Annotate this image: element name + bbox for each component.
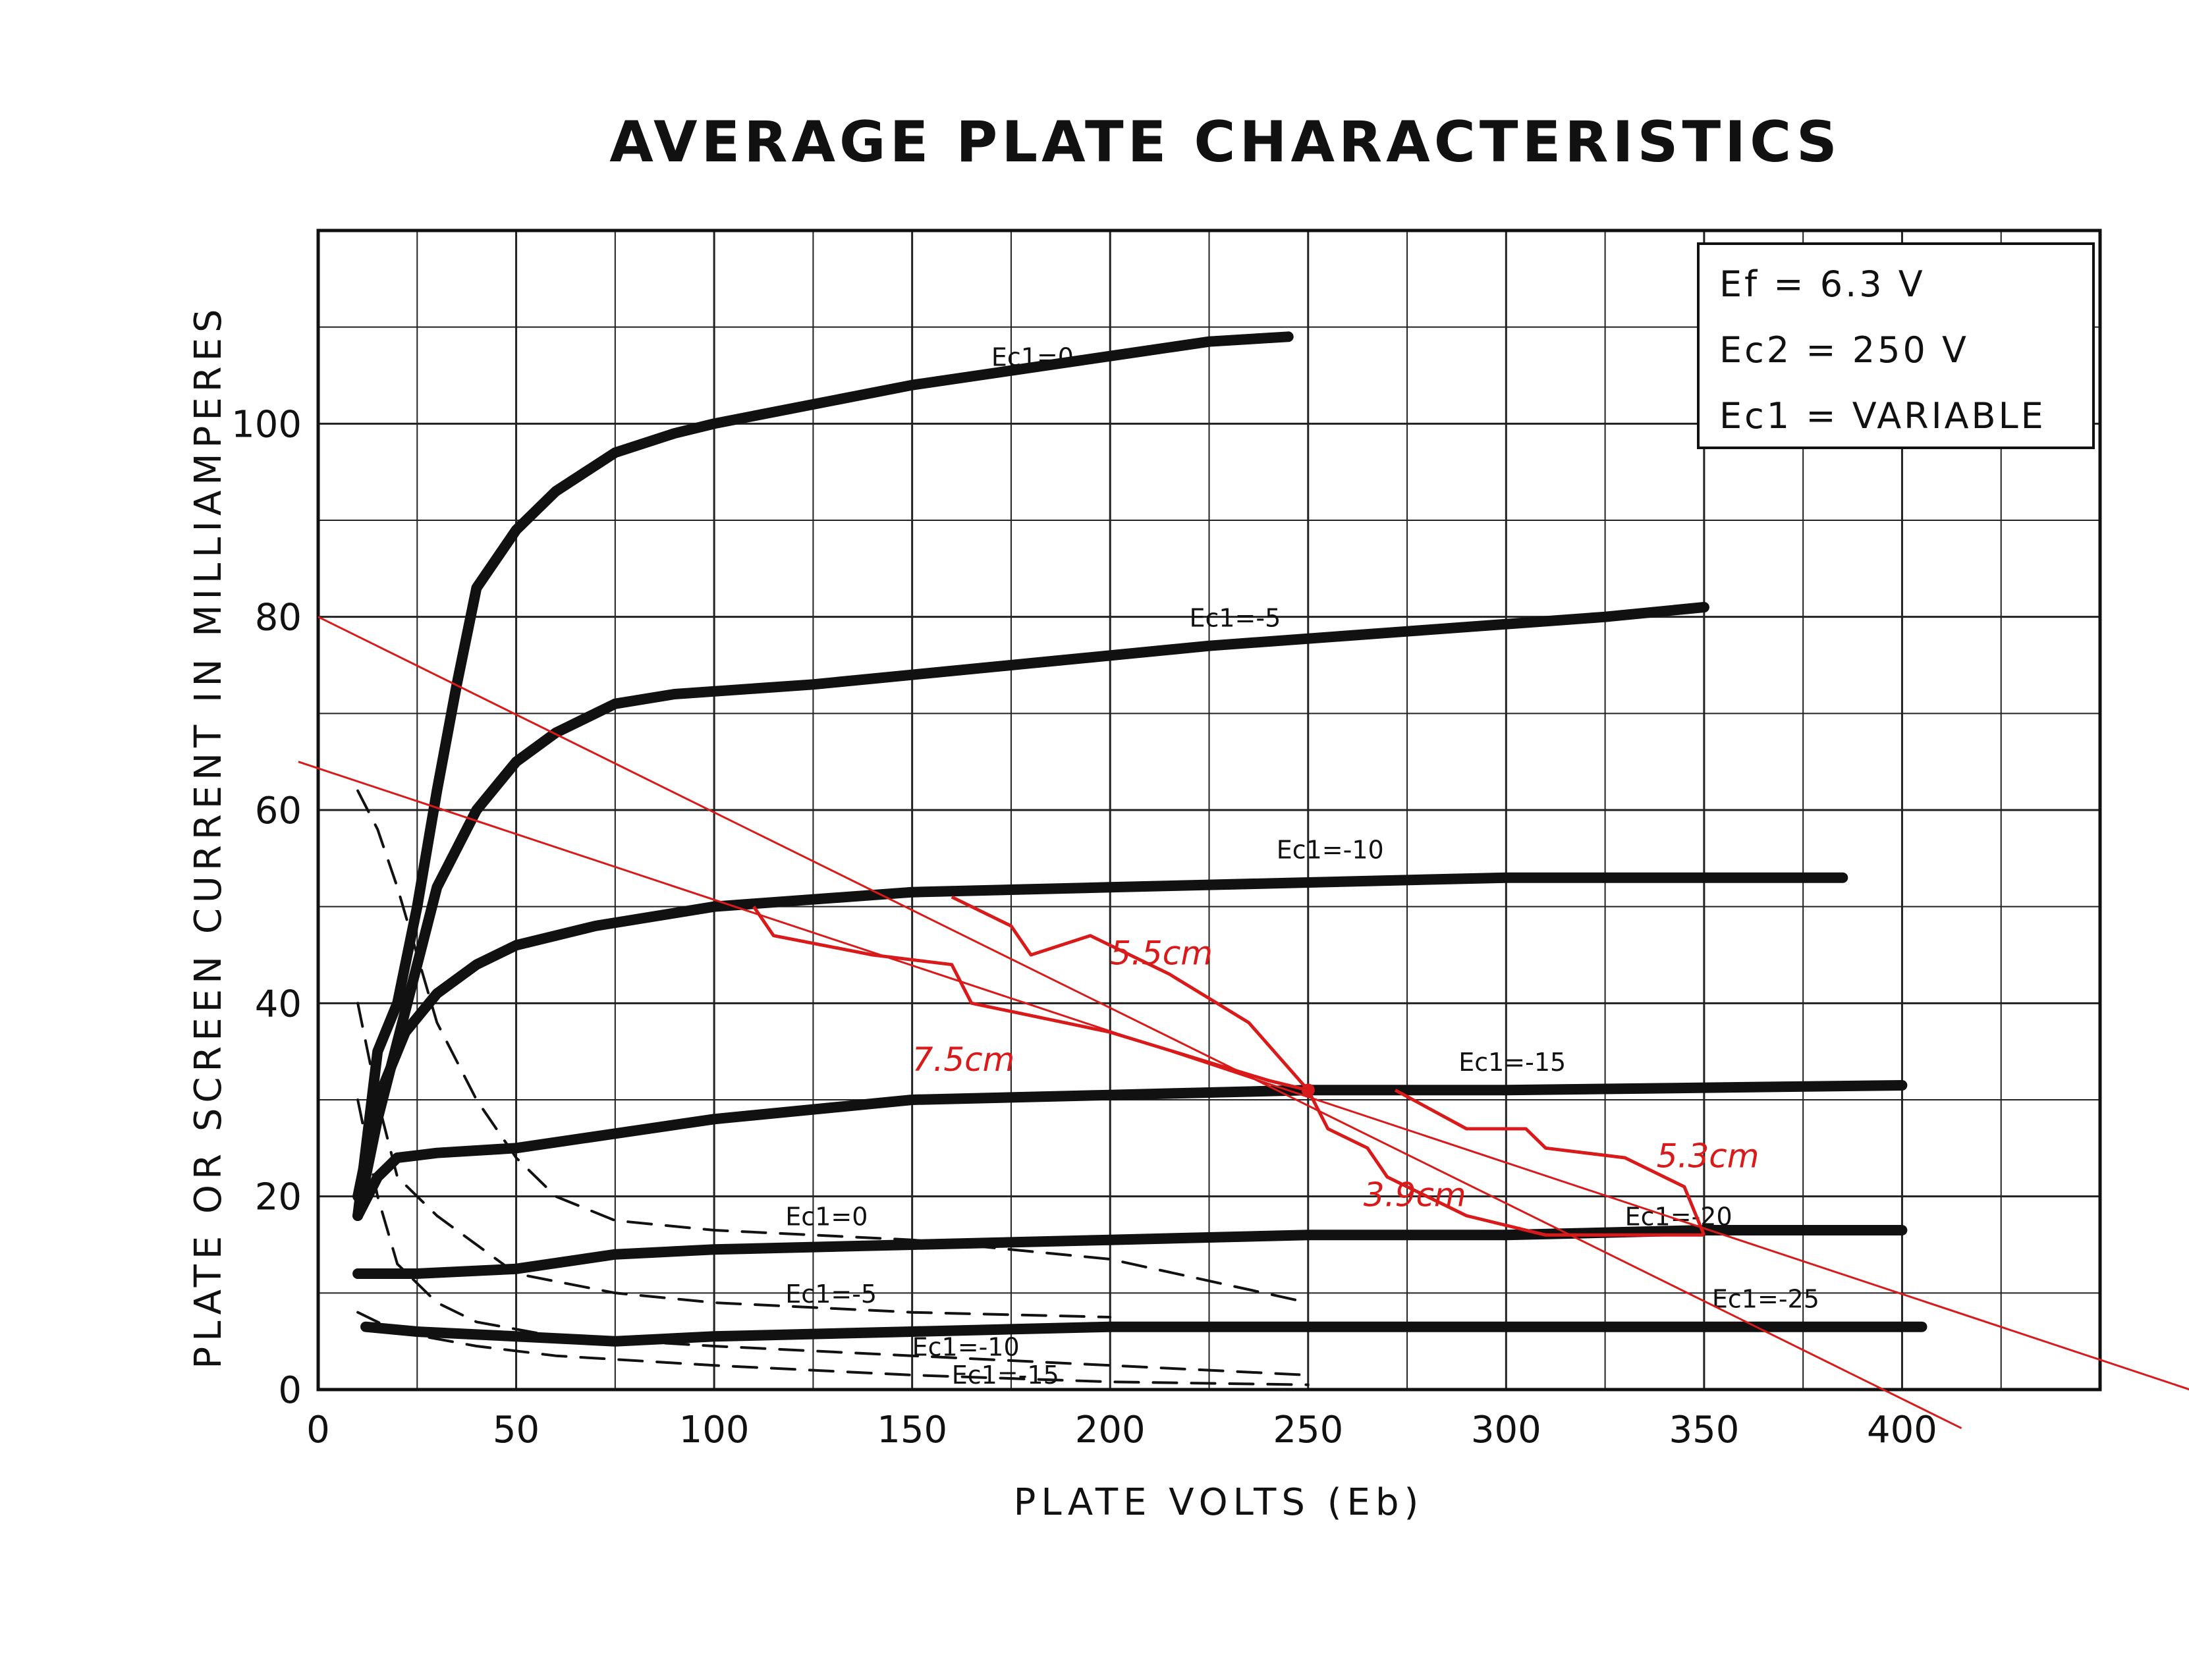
brace-mark — [752, 906, 1309, 1092]
characteristic-curves — [352, 331, 1927, 1386]
curve-label: Ec1=0 — [785, 1203, 868, 1232]
legend-line-2: Ec2 = 250 V — [1719, 329, 1969, 371]
plate-current-curve — [352, 331, 1294, 1221]
x-tick-label: 400 — [1867, 1409, 1937, 1451]
y-tick-label: 20 — [255, 1176, 302, 1219]
curve-label: Ec1=-5 — [785, 1280, 877, 1309]
x-tick-label: 150 — [877, 1409, 947, 1451]
screen-current-curve — [356, 1002, 1112, 1318]
load-line — [318, 616, 1962, 1430]
measurement-annotation: 5.3cm — [1657, 1137, 1760, 1176]
plot-frame — [316, 229, 2102, 1392]
load-lines — [298, 616, 2189, 1430]
legend: Ef = 6.3 V Ec2 = 250 V Ec1 = VARIABLE — [1697, 242, 2095, 449]
measurement-annotation: 7.5cm — [912, 1041, 1015, 1079]
curve-label: Ec1=-10 — [912, 1333, 1020, 1362]
x-tick-label: 350 — [1669, 1409, 1739, 1451]
curve-label: Ec1=0 — [991, 342, 1074, 371]
x-tick-label: 100 — [679, 1409, 750, 1451]
y-tick-label: 80 — [255, 597, 302, 639]
legend-line-3: Ec1 = VARIABLE — [1719, 395, 2046, 437]
measurement-annotation: 5.5cm — [1110, 935, 1213, 973]
screen-current-curve — [356, 1098, 1310, 1376]
x-tick-label: 300 — [1471, 1409, 1541, 1451]
x-axis-label: PLATE VOLTS (Eb) — [1014, 1481, 1424, 1524]
x-tick-labels: 0 50 100 150 200 250 300 350 400 — [306, 1409, 1937, 1451]
curve-label: Ec1=-5 — [1189, 603, 1281, 632]
curve-label: Ec1=-25 — [1712, 1284, 1819, 1313]
y-tick-label: 0 — [278, 1369, 302, 1412]
chart-title: AVERAGE PLATE CHARACTERISTICS — [609, 109, 1841, 175]
x-tick-label: 50 — [493, 1409, 540, 1451]
plate-current-curve — [352, 1225, 1908, 1279]
measurement-annotation: 3.9cm — [1364, 1176, 1466, 1214]
legend-box — [1697, 242, 2095, 449]
y-tick-label: 40 — [255, 983, 302, 1025]
brace-mark — [1306, 1089, 1704, 1237]
annotations: 5.5cm 7.5cm 5.3cm 3.9cm — [752, 895, 1760, 1237]
curve-labels: Ec1=0Ec1=-5Ec1=-10Ec1=-15Ec1=-20Ec1=-25E… — [785, 342, 1819, 1390]
brace-mark — [951, 895, 1310, 1091]
brace-mark — [1394, 1089, 1706, 1236]
y-tick-label: 60 — [255, 790, 302, 832]
x-tick-label: 200 — [1075, 1409, 1146, 1451]
x-tick-label: 250 — [1273, 1409, 1343, 1451]
curve-label: Ec1=-15 — [1458, 1048, 1566, 1077]
load-line — [298, 761, 2189, 1391]
x-tick-label: 0 — [306, 1409, 330, 1451]
curve-label: Ec1=-10 — [1277, 835, 1384, 864]
y-tick-label: 100 — [231, 403, 302, 446]
y-axis-label: PLATE OR SCREEN CURRENT IN MILLIAMPERES — [187, 304, 230, 1368]
plate-current-curve — [352, 602, 1709, 1221]
plate-current-curve — [360, 1321, 1927, 1347]
screen-current-curve — [356, 1311, 1310, 1386]
legend-line-1: Ef = 6.3 V — [1719, 263, 1926, 305]
plate-current-curve — [352, 872, 1848, 1202]
curve-label: Ec1=-15 — [952, 1361, 1059, 1390]
y-tick-labels: 0 20 40 60 80 100 — [231, 403, 302, 1412]
screen-current-curve — [356, 789, 1310, 1304]
